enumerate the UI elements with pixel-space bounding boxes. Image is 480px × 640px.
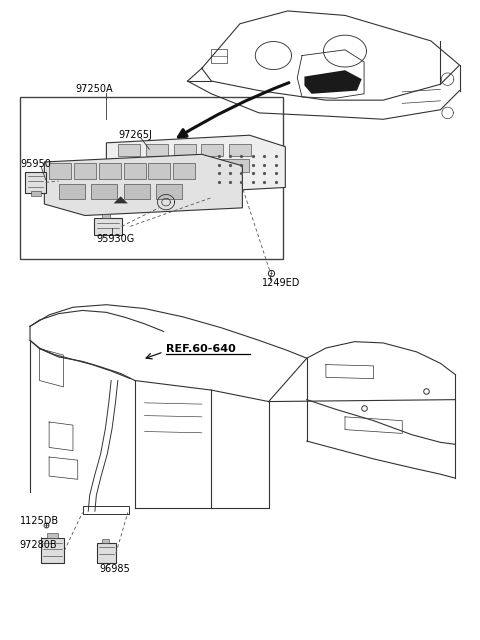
Polygon shape xyxy=(97,543,116,563)
Text: 1125DB: 1125DB xyxy=(20,516,59,526)
Bar xyxy=(118,159,146,172)
Bar xyxy=(174,144,196,156)
Bar xyxy=(59,184,85,199)
Bar xyxy=(91,184,117,199)
Text: 97280B: 97280B xyxy=(20,540,57,550)
Text: 95950: 95950 xyxy=(21,159,51,169)
Bar xyxy=(168,175,198,186)
Bar xyxy=(156,184,182,199)
Bar xyxy=(229,144,251,156)
Bar xyxy=(31,191,40,196)
Bar xyxy=(74,163,96,179)
Bar xyxy=(148,163,170,179)
Text: 97250A: 97250A xyxy=(75,84,113,94)
Bar xyxy=(21,97,283,259)
Polygon shape xyxy=(95,218,121,235)
Text: REF.60-640: REF.60-640 xyxy=(166,344,236,354)
Polygon shape xyxy=(114,196,128,204)
Text: 95930G: 95930G xyxy=(97,234,135,244)
Text: 96985: 96985 xyxy=(99,563,130,573)
Bar xyxy=(123,163,145,179)
Bar xyxy=(49,163,71,179)
Bar xyxy=(187,159,215,172)
Bar xyxy=(99,163,120,179)
Text: 97265J: 97265J xyxy=(118,130,152,140)
Polygon shape xyxy=(304,70,362,94)
Polygon shape xyxy=(40,538,64,563)
Bar xyxy=(118,144,140,156)
Bar xyxy=(221,159,249,172)
Bar xyxy=(123,184,150,199)
Bar xyxy=(153,159,180,172)
Bar xyxy=(128,175,157,186)
Polygon shape xyxy=(25,172,46,193)
Text: 1249ED: 1249ED xyxy=(262,278,300,288)
Polygon shape xyxy=(107,135,285,195)
Bar xyxy=(201,144,223,156)
Bar xyxy=(102,214,110,218)
Polygon shape xyxy=(44,154,242,216)
Bar xyxy=(173,163,195,179)
Bar xyxy=(47,533,58,538)
Bar xyxy=(209,175,239,186)
Bar xyxy=(146,144,168,156)
Bar xyxy=(102,539,109,543)
Bar xyxy=(211,49,227,63)
